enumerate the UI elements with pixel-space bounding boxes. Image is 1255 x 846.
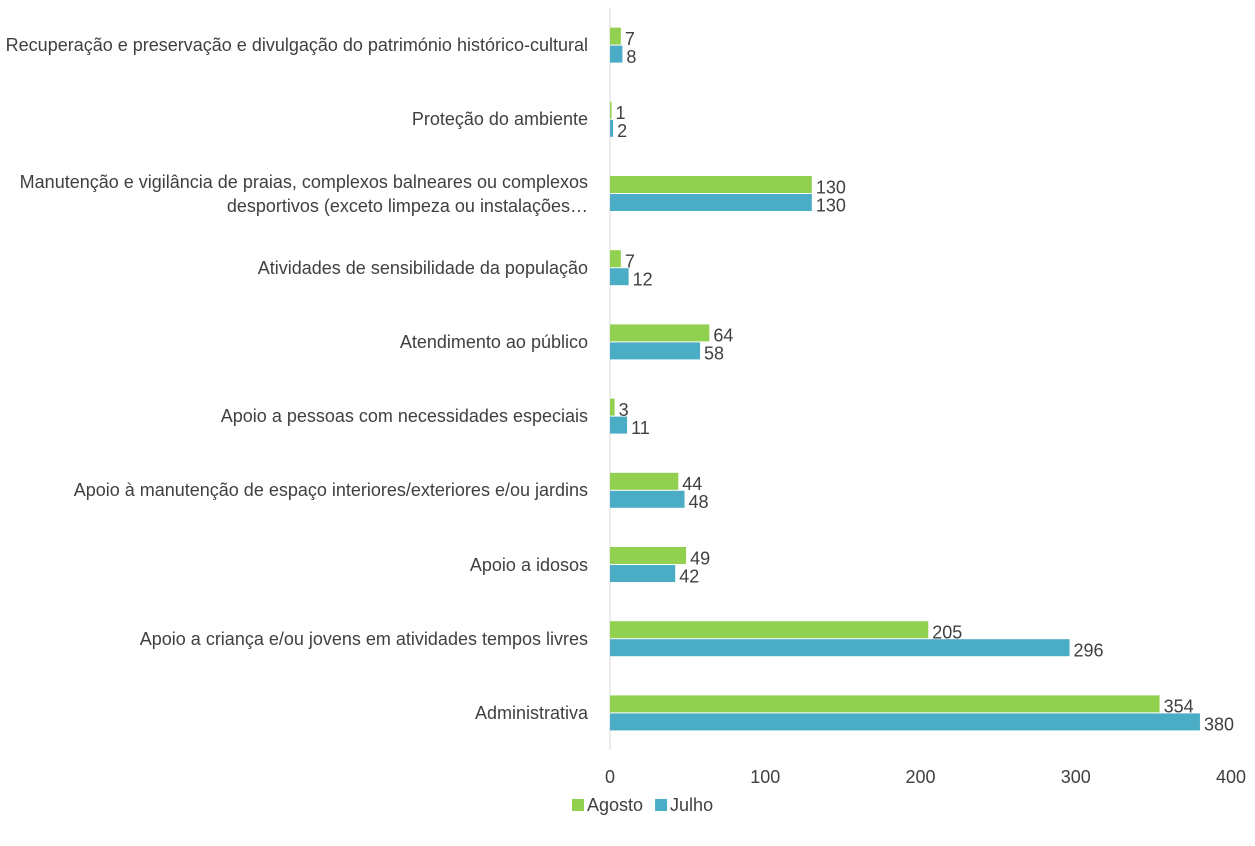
bar bbox=[610, 713, 1200, 731]
data-label: 354 bbox=[1164, 697, 1194, 717]
bar bbox=[610, 342, 701, 360]
bar bbox=[610, 268, 629, 286]
data-label: 48 bbox=[689, 492, 709, 512]
bar bbox=[610, 119, 614, 137]
bar bbox=[610, 194, 812, 211]
y-tick-label: Atendimento ao público bbox=[399, 331, 588, 352]
y-tick-label: Recuperação e preservação e divulgação d… bbox=[5, 35, 588, 56]
y-tick-label: Apoio a pessoas com necessidades especia… bbox=[220, 406, 588, 427]
data-label: 58 bbox=[704, 344, 724, 364]
data-label: 42 bbox=[679, 566, 699, 586]
legend-swatch bbox=[655, 799, 668, 811]
y-tick-label: Proteção do ambiente bbox=[411, 109, 588, 130]
x-tick-label: 400 bbox=[1216, 767, 1246, 787]
bar bbox=[610, 176, 812, 193]
bar bbox=[610, 621, 929, 639]
bar bbox=[610, 416, 628, 434]
data-label: 8 bbox=[626, 47, 636, 67]
bar bbox=[610, 490, 685, 508]
x-tick-label: 200 bbox=[905, 767, 935, 787]
bar bbox=[610, 398, 615, 416]
data-label: 296 bbox=[1074, 640, 1104, 660]
data-label: 3 bbox=[619, 400, 629, 420]
y-tick-label: Atividades de sensibilidade da população bbox=[257, 257, 588, 278]
legend-swatch bbox=[572, 799, 584, 811]
y-tick-label: Apoio a idosos bbox=[469, 554, 588, 575]
x-tick-label: 100 bbox=[750, 767, 780, 787]
data-label: 2 bbox=[617, 121, 627, 141]
y-tick-label: Administrativa bbox=[474, 702, 588, 723]
bar bbox=[610, 250, 621, 268]
bar bbox=[610, 639, 1070, 657]
y-tick-label: Manutenção e vigilância de praias, compl… bbox=[19, 171, 588, 216]
data-label: 380 bbox=[1204, 715, 1234, 735]
bar bbox=[610, 324, 710, 342]
data-label: 1 bbox=[616, 103, 626, 123]
legend-label: Agosto bbox=[587, 795, 643, 815]
bar bbox=[610, 101, 612, 119]
bar bbox=[610, 472, 679, 490]
data-label: 49 bbox=[690, 548, 710, 568]
data-label: 7 bbox=[625, 251, 635, 271]
x-tick-label: 0 bbox=[605, 767, 615, 787]
data-label: 12 bbox=[633, 269, 653, 289]
data-label: 130 bbox=[816, 177, 846, 197]
data-label: 11 bbox=[631, 418, 650, 438]
bar bbox=[610, 547, 687, 564]
bar bbox=[610, 565, 676, 582]
bar bbox=[610, 45, 623, 63]
y-tick-label: Apoio à manutenção de espaço interiores/… bbox=[73, 480, 588, 501]
legend-label: Julho bbox=[670, 795, 713, 815]
data-label: 44 bbox=[682, 474, 702, 494]
data-label: 130 bbox=[816, 195, 846, 215]
data-label: 7 bbox=[625, 29, 635, 49]
bar bbox=[610, 695, 1160, 713]
x-tick-label: 300 bbox=[1061, 767, 1091, 787]
bar bbox=[610, 27, 621, 45]
y-tick-label: Apoio a criança e/ou jovens em atividade… bbox=[139, 628, 588, 649]
data-label: 64 bbox=[713, 326, 733, 346]
data-label: 205 bbox=[932, 622, 962, 642]
